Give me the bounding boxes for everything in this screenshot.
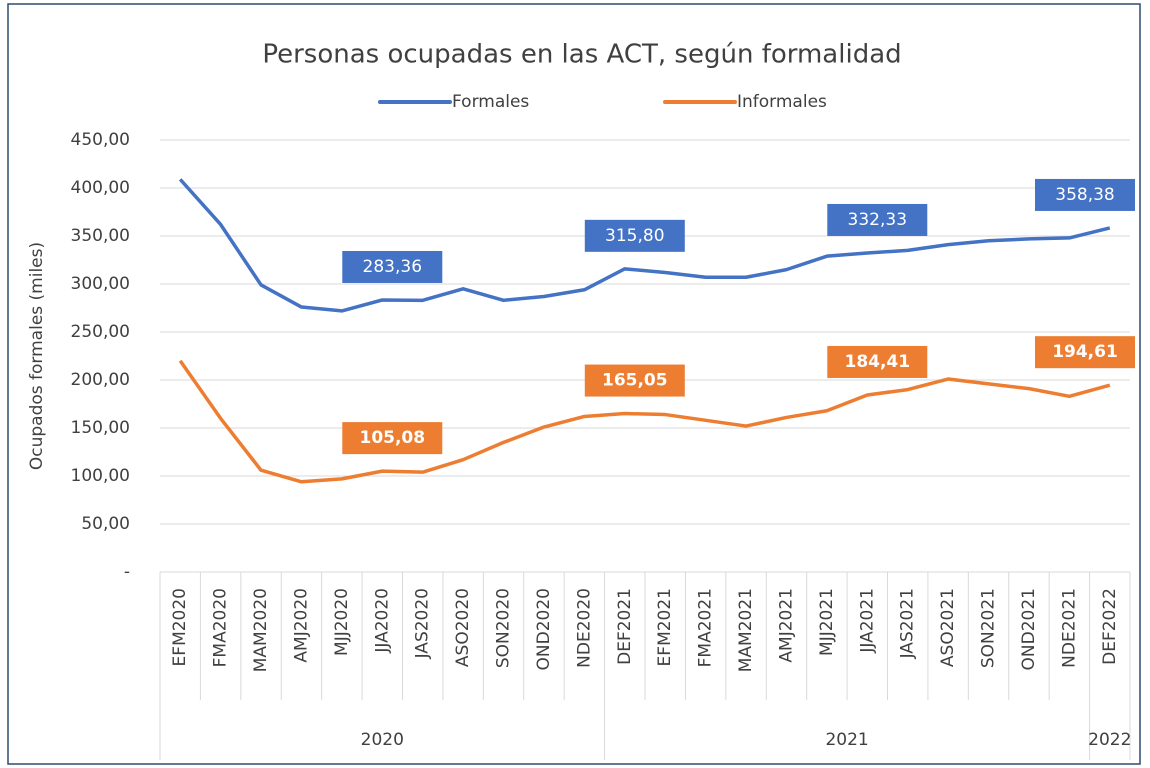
data-label-box [342,422,443,455]
x-tick-label: MAM2021 [736,588,756,672]
group-label: 2022 [1088,730,1131,750]
x-tick-label: JAS2020 [413,588,433,659]
x-tick-label: EFM2020 [170,588,190,666]
legend-label: Formales [452,92,529,112]
y-tick-label: 200,00 [71,370,130,390]
data-label-box [584,364,685,397]
y-tick-label: 250,00 [71,322,130,342]
legend-label: Informales [737,92,827,112]
x-tick-label: DEF2021 [615,588,635,665]
data-label-box [827,203,928,236]
x-tick-label: SON2020 [494,588,514,668]
x-tick-label: JJA2020 [372,588,392,654]
x-tick-label: NDE2021 [1059,588,1079,668]
x-tick-label: AMJ2020 [291,588,311,663]
x-tick-label: OND2020 [534,588,554,670]
x-tick-label: MJJ2021 [817,588,837,656]
y-tick-label: 450,00 [71,130,130,150]
data-label: 315,80 [605,226,664,246]
data-label: 194,61 [1052,342,1118,362]
x-tick-label: EFM2021 [655,588,675,666]
data-label-box [584,219,685,252]
data-label-box [1035,336,1135,369]
x-tick-label: SON2021 [979,588,999,668]
y-tick-label: 300,00 [71,274,130,294]
x-tick-label: JAS2021 [898,588,918,659]
data-label-box [827,345,928,378]
data-label: 184,41 [844,352,910,372]
group-label: 2020 [361,730,404,750]
x-tick-label: MAM2020 [251,588,271,672]
data-label: 358,38 [1055,185,1114,205]
x-tick-label: OND2021 [1019,588,1039,670]
series-line [178,359,1111,484]
y-tick-label: 100,00 [71,466,130,486]
data-label: 105,08 [359,428,425,448]
y-tick-label: 350,00 [71,226,130,246]
group-label: 2021 [825,730,868,750]
data-label-box [342,250,443,283]
x-tick-label: FMA2021 [696,588,716,667]
x-tick-label: FMA2020 [211,588,231,667]
x-tick-label: AMJ2021 [776,588,796,663]
data-label: 283,36 [363,257,422,277]
x-tick-label: MJJ2020 [332,588,352,656]
y-tick-label: 400,00 [71,178,130,198]
x-tick-label: JJA2021 [857,588,877,654]
x-tick-label: ASO2021 [938,588,958,667]
y-axis-title: Ocupados formales (miles) [27,242,47,470]
series-line [178,178,1111,313]
data-label: 332,33 [848,210,907,230]
data-label-box [1035,178,1135,211]
data-label: 165,05 [602,371,668,391]
chart-title: Personas ocupadas en las ACT, según form… [262,40,901,70]
y-tick-label: 150,00 [71,418,130,438]
x-tick-label: DEF2022 [1100,588,1120,665]
x-tick-label: ASO2020 [453,588,473,667]
y-tick-label: - [124,562,130,582]
x-tick-label: NDE2020 [574,588,594,668]
y-tick-label: 50,00 [81,514,130,534]
